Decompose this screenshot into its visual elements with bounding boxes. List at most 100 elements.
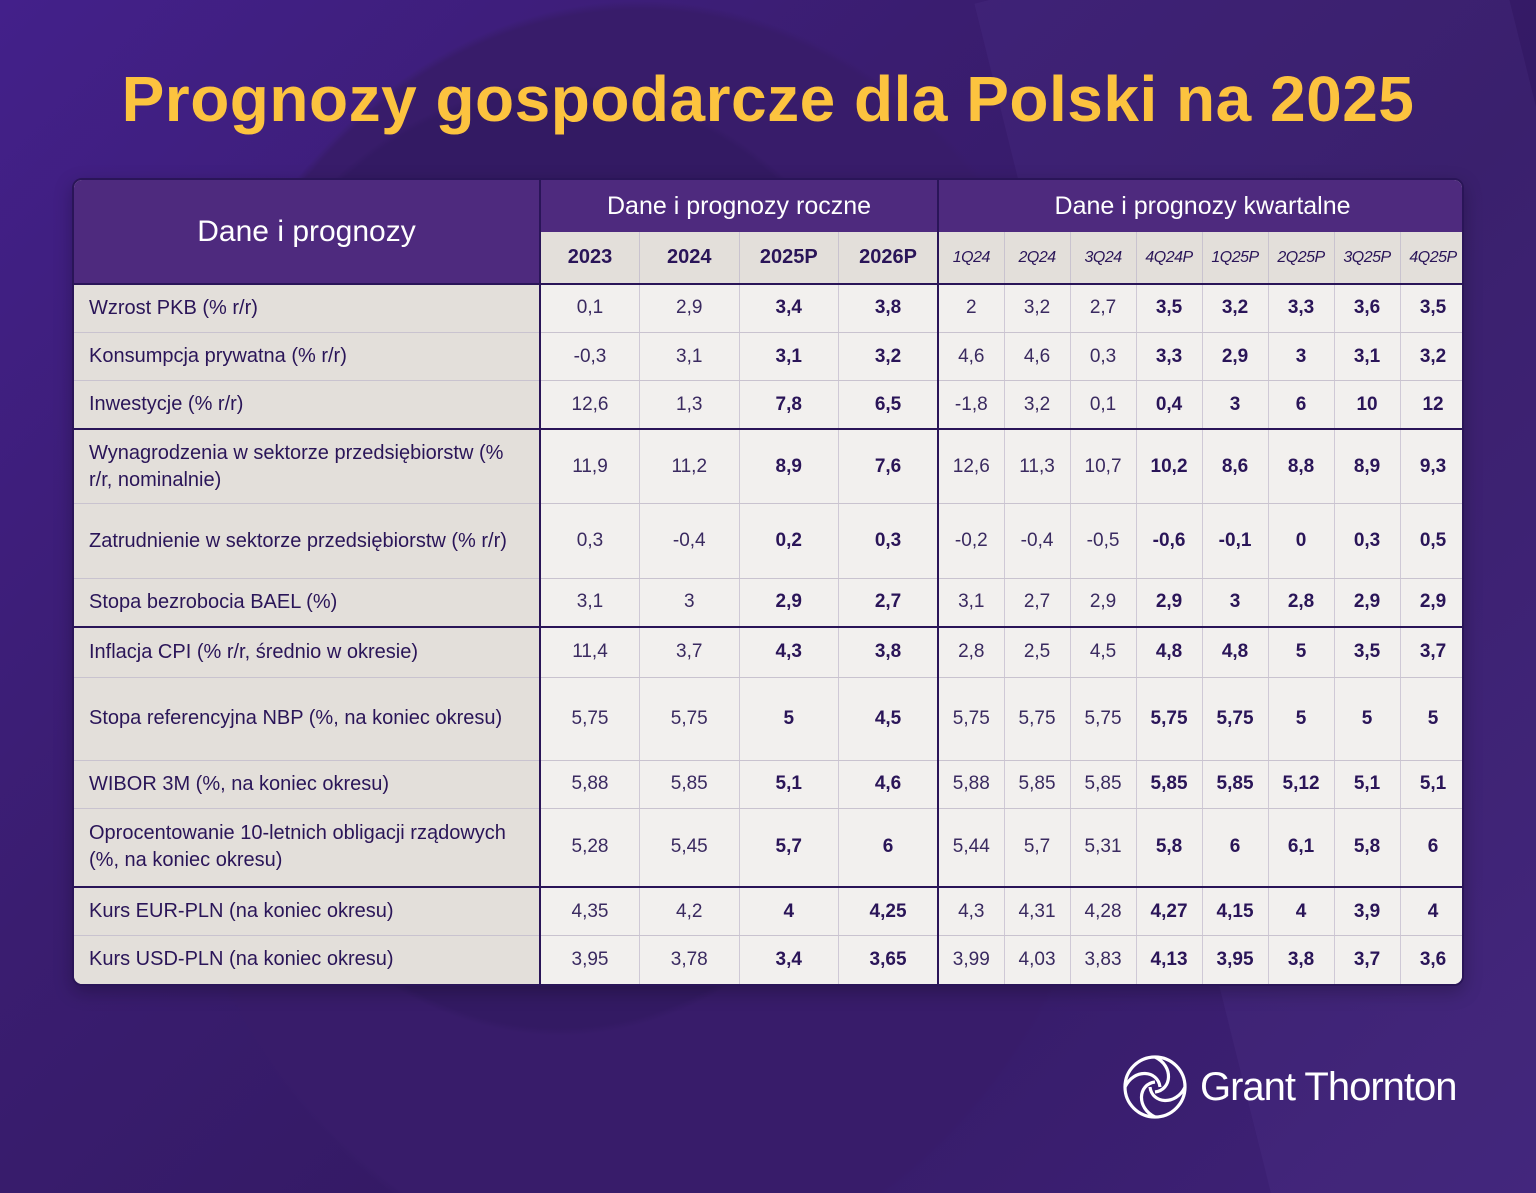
quarterly-value-cell: 2,7 (1070, 284, 1137, 333)
column-header-quarterly: 1Q24 (938, 232, 1005, 285)
annual-value-cell: 4,2 (639, 887, 740, 936)
quarterly-value-cell: 6,1 (1268, 808, 1335, 889)
annual-value-cell: 3,1 (540, 578, 640, 628)
annual-value-cell: 4,25 (838, 887, 940, 936)
quarterly-value-cell: 5,85 (1202, 760, 1269, 809)
annual-value-cell: 5,75 (540, 677, 640, 761)
annual-value-cell: 3,2 (838, 332, 940, 382)
quarterly-value-cell: 3,2 (1004, 284, 1071, 333)
row-label: Stopa bezrobocia BAEL (%) (74, 578, 541, 628)
table-row: Wynagrodzenia w sektorze przedsiębiorstw… (74, 429, 1462, 505)
quarterly-value-cell: 3 (1202, 380, 1269, 431)
quarterly-value-cell: 2,8 (1268, 578, 1335, 628)
quarterly-value-cell: 3 (1268, 332, 1335, 382)
column-header-quarterly: 2Q25P (1268, 232, 1335, 285)
annual-value-cell: 4,3 (739, 626, 839, 678)
row-label: Wynagrodzenia w sektorze przedsiębiorstw… (74, 429, 541, 505)
grant-thornton-logo: Grant Thornton (1122, 1054, 1458, 1120)
quarterly-value-cell: 4,3 (938, 887, 1005, 936)
corner-header: Dane i prognozy (74, 180, 541, 285)
table-row: Oprocentowanie 10-letnich obligacji rząd… (74, 808, 1462, 889)
column-header-annual: 2024 (639, 232, 740, 285)
quarterly-value-cell: 3 (1202, 578, 1269, 628)
annual-value-cell: 3,7 (639, 626, 740, 678)
quarterly-value-cell: 6 (1268, 380, 1335, 431)
quarterly-value-cell: 3,9 (1334, 887, 1401, 936)
quarterly-value-cell: 3,8 (1268, 935, 1335, 984)
annual-value-cell: 3,1 (739, 332, 839, 382)
table-row: Kurs EUR-PLN (na koniec okresu) 4,35 4,2 4 4… (74, 887, 1462, 936)
annual-value-cell: 1,3 (639, 380, 740, 431)
row-label: WIBOR 3M (%, na koniec okresu) (74, 760, 541, 809)
quarterly-value-cell: 3,2 (1202, 284, 1269, 333)
quarterly-value-cell: 5 (1268, 626, 1335, 678)
column-header-annual: 2026P (838, 232, 940, 285)
quarterly-value-cell: -0,4 (1004, 503, 1071, 579)
quarterly-value-cell: 10,7 (1070, 429, 1137, 505)
quarterly-value-cell: 2,9 (1136, 578, 1203, 628)
quarterly-value-cell: 3,6 (1400, 935, 1462, 984)
column-header-quarterly: 4Q25P (1400, 232, 1462, 285)
annual-value-cell: 5,1 (739, 760, 839, 809)
quarterly-value-cell: 5,1 (1400, 760, 1462, 809)
annual-value-cell: 11,2 (639, 429, 740, 505)
quarterly-value-cell: -0,2 (938, 503, 1005, 579)
quarterly-value-cell: 3,7 (1334, 935, 1401, 984)
annual-value-cell: 11,9 (540, 429, 640, 505)
quarterly-value-cell: 2,9 (1202, 332, 1269, 382)
annual-value-cell: 5,45 (639, 808, 740, 889)
quarterly-value-cell: 5,7 (1004, 808, 1071, 889)
annual-value-cell: 3,1 (639, 332, 740, 382)
annual-value-cell: 5,28 (540, 808, 640, 889)
quarterly-value-cell: 5,31 (1070, 808, 1137, 889)
quarterly-value-cell: 3,7 (1400, 626, 1462, 678)
table-body: Wzrost PKB (% r/r) 0,1 2,9 3,4 3,8 2 3,2 2,7 3,5… (74, 284, 1462, 984)
quarterly-value-cell: 0,5 (1400, 503, 1462, 579)
annual-value-cell: 7,8 (739, 380, 839, 431)
row-label: Kurs USD-PLN (na koniec okresu) (74, 935, 541, 984)
table-row: Zatrudnienie w sektorze przedsiębiorstw … (74, 503, 1462, 579)
quarterly-value-cell: 0,3 (1070, 332, 1137, 382)
row-label: Wzrost PKB (% r/r) (74, 284, 541, 333)
quarterly-value-cell: 10 (1334, 380, 1401, 431)
quarterly-value-cell: 3,2 (1400, 332, 1462, 382)
annual-value-cell: 5 (739, 677, 839, 761)
column-header-annual: 2023 (540, 232, 640, 285)
quarterly-value-cell: 4,03 (1004, 935, 1071, 984)
quarterly-value-cell: 3,3 (1136, 332, 1203, 382)
quarterly-value-cell: -0,5 (1070, 503, 1137, 579)
quarterly-value-cell: 0,3 (1334, 503, 1401, 579)
quarterly-value-cell: 12,6 (938, 429, 1005, 505)
quarterly-value-cell: -1,8 (938, 380, 1005, 431)
annual-value-cell: 3,95 (540, 935, 640, 984)
quarterly-value-cell: 5,8 (1136, 808, 1203, 889)
quarterly-value-cell: 3,6 (1334, 284, 1401, 333)
row-label: Konsumpcja prywatna (% r/r) (74, 332, 541, 382)
annual-value-cell: 3,4 (739, 284, 839, 333)
quarterly-value-cell: 4,13 (1136, 935, 1203, 984)
quarterly-value-cell: 2,5 (1004, 626, 1071, 678)
quarterly-value-cell: 2 (938, 284, 1005, 333)
row-label: Stopa referencyjna NBP (%, na koniec okr… (74, 677, 541, 761)
column-header-row: 2023 2024 2025P 2026P 1Q24 2Q24 3Q24 4Q24P 1Q25P… (74, 232, 1462, 285)
quarterly-value-cell: -0,6 (1136, 503, 1203, 579)
annual-value-cell: 0,1 (540, 284, 640, 333)
table-row: Inflacja CPI (% r/r, średnio w okresie) 1… (74, 626, 1462, 678)
quarterly-value-cell: 4,8 (1202, 626, 1269, 678)
quarterly-value-cell: 3,83 (1070, 935, 1137, 984)
quarterly-value-cell: 3,1 (1334, 332, 1401, 382)
page-title: Prognozy gospodarcze dla Polski na 2025 (121, 63, 1415, 135)
annual-value-cell: 3 (639, 578, 740, 628)
quarterly-value-cell: 4 (1268, 887, 1335, 936)
quarterly-value-cell: 5,75 (938, 677, 1005, 761)
quarterly-value-cell: 6 (1202, 808, 1269, 889)
grant-thornton-swirl-icon (1123, 1055, 1187, 1119)
column-header-quarterly: 1Q25P (1202, 232, 1269, 285)
quarterly-value-cell: 8,9 (1334, 429, 1401, 505)
quarterly-value-cell: 4,15 (1202, 887, 1269, 936)
table-row: Stopa bezrobocia BAEL (%) 3,1 3 2,9 2,7 3,1 2,… (74, 578, 1462, 628)
quarterly-value-cell: 9,3 (1400, 429, 1462, 505)
quarterly-value-cell: 5,12 (1268, 760, 1335, 809)
quarterly-value-cell: 5,85 (1004, 760, 1071, 809)
quarterly-value-cell: 4 (1400, 887, 1462, 936)
